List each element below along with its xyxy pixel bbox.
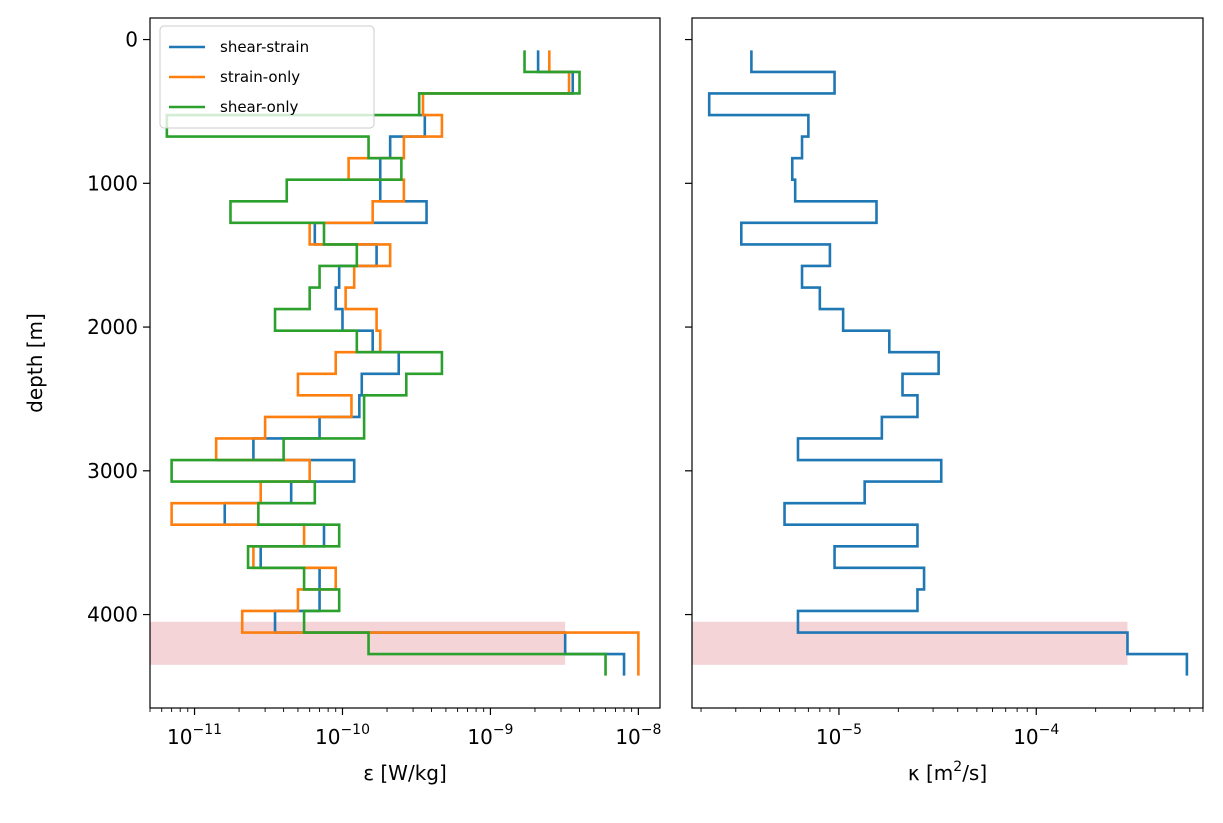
epsilon-panel: 10−11 10−10 10−9 10−8 0 1000 2000 3000 4000 ε […: [23, 17, 661, 785]
bottom-layer-shading: [692, 621, 1128, 665]
x-tick-label: 10−4: [1013, 722, 1059, 749]
x-tick-label: 10−5: [816, 722, 862, 749]
kappa-x-axis-label: κ [m2/s]: [908, 759, 987, 785]
depth-y-axis-label: depth [m]: [23, 313, 47, 413]
kappa-axes-frame: [691, 17, 1204, 709]
legend-entry: strain-only: [220, 68, 300, 86]
x-tick-label: 10−9: [467, 722, 513, 749]
x-tick-label: 10−11: [167, 722, 222, 749]
legend-box: [159, 25, 375, 129]
shear-only-profile-line: [165, 50, 607, 676]
x-tick-label: 10−8: [615, 722, 661, 749]
y-tick-label: 1000: [87, 171, 138, 195]
y-tick-label: 0: [125, 28, 138, 52]
bottom-layer-shading: [150, 621, 566, 665]
epsilon-x-axis-label: ε [W/kg]: [363, 761, 447, 785]
y-tick-label: 2000: [87, 315, 138, 339]
legend: shear-strain strain-only shear-only: [159, 25, 375, 129]
x-tick-label: 10−10: [315, 722, 370, 749]
legend-entry: shear-only: [220, 98, 298, 116]
y-tick-label: 3000: [87, 459, 138, 483]
y-tick-label: 4000: [87, 603, 138, 627]
legend-entry: shear-strain: [220, 38, 309, 56]
kappa-panel: 10−5 10−4 κ [m2/s]: [685, 17, 1204, 785]
kappa-profile-line: [707, 50, 1189, 676]
epsilon-axes-frame: [149, 17, 661, 709]
